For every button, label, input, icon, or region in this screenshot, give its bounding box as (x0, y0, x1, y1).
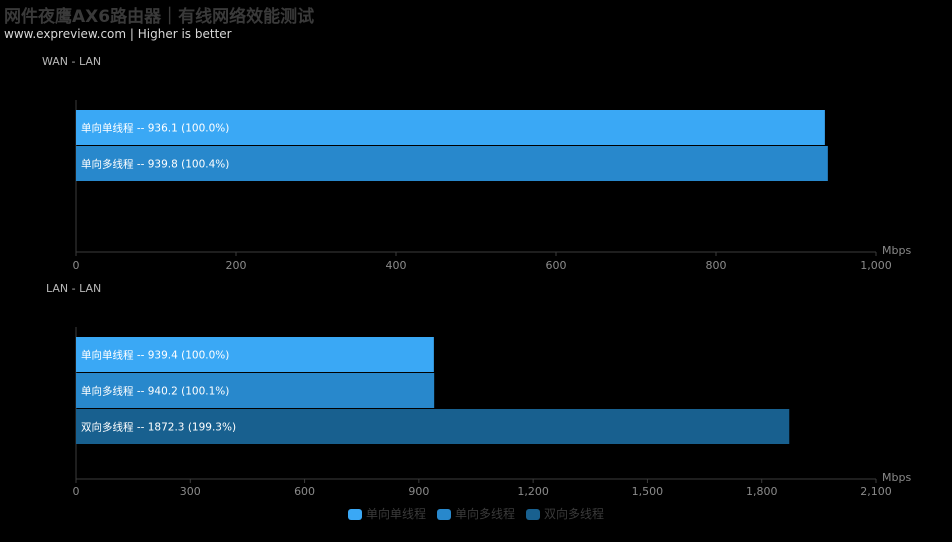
legend-label: 双向多线程 (544, 506, 604, 521)
x-tick-label: 900 (408, 485, 429, 498)
x-tick-label: 1,500 (632, 485, 664, 498)
axis-unit-label: Mbps (882, 244, 911, 257)
x-tick-label: 800 (706, 259, 727, 272)
bar (76, 146, 828, 181)
x-tick-label: 0 (73, 259, 80, 272)
bar-data-label: 单向单线程 -- 936.1 (100.0%) (81, 122, 229, 135)
x-tick-label: 1,800 (746, 485, 778, 498)
x-tick-label: 400 (386, 259, 407, 272)
x-tick-label: 1,000 (860, 259, 892, 272)
page-subtitle: www.expreview.com | Higher is better (4, 27, 232, 41)
bar-data-label: 双向多线程 -- 1872.3 (199.3%) (81, 421, 236, 434)
x-tick-label: 300 (180, 485, 201, 498)
panel-title: WAN - LAN (42, 55, 101, 68)
x-tick-label: 1,200 (517, 485, 549, 498)
bar-data-label: 单向多线程 -- 940.2 (100.1%) (81, 385, 229, 398)
bar (76, 337, 434, 372)
legend-label: 单向多线程 (455, 506, 515, 521)
legend-swatch (348, 509, 362, 520)
x-tick-label: 200 (226, 259, 247, 272)
bar-data-label: 单向多线程 -- 939.8 (100.4%) (81, 158, 229, 171)
legend-swatch (526, 509, 540, 520)
bar (76, 110, 825, 145)
bar-data-label: 单向单线程 -- 939.4 (100.0%) (81, 349, 229, 362)
x-tick-label: 2,100 (860, 485, 892, 498)
x-tick-label: 600 (294, 485, 315, 498)
page-title: 网件夜鹰AX6路由器｜有线网络效能测试 (4, 7, 315, 27)
x-tick-label: 600 (546, 259, 567, 272)
legend-swatch (437, 509, 451, 520)
legend-label: 单向单线程 (366, 506, 426, 521)
bar (76, 373, 435, 408)
bar (76, 409, 790, 444)
panel-title: LAN - LAN (46, 282, 101, 295)
axis-unit-label: Mbps (882, 471, 911, 484)
x-tick-label: 0 (73, 485, 80, 498)
